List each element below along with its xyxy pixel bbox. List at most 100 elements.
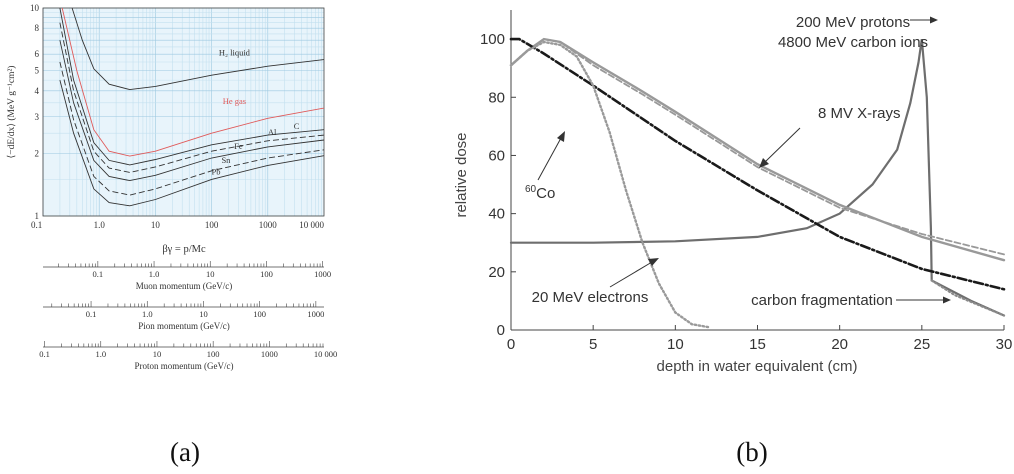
secondary-tick-label: 10 xyxy=(153,349,162,359)
secondary-tick-label: 0.1 xyxy=(39,349,50,359)
panel-a-secondary-axes: 0.1 1.0 10 100 1000 Muon momentum (GeV/c) 0.1 1… xyxy=(39,261,337,371)
y-tick-label: 4 xyxy=(35,86,40,96)
xrays-arrow xyxy=(764,127,801,163)
secondary-tick-label: 1000 xyxy=(314,269,331,279)
secondary-tick-label: 1000 xyxy=(307,309,324,319)
series-line xyxy=(61,8,324,157)
x-tick-label: 0.1 xyxy=(31,220,42,230)
panel-a-plot-background xyxy=(43,8,324,216)
protons-arrowhead xyxy=(930,16,938,24)
x-tick-label: 30 xyxy=(996,336,1013,353)
secondary-tick-label: 100 xyxy=(260,269,273,279)
curve-label: H₂ liquid xyxy=(219,48,251,58)
cobalt-symbol: Co xyxy=(536,185,555,202)
panel-a-x-ticks: 0.1 1.0 10 100 1000 10 000 xyxy=(31,220,325,230)
curve-label: Pb xyxy=(212,167,221,177)
protons-label: 200 MeV protons xyxy=(796,14,910,31)
panel-a-caption: (a) xyxy=(170,437,200,467)
x-tick-label: 15 xyxy=(749,336,766,353)
electrons-label: 20 MeV electrons xyxy=(532,289,649,306)
curve-label: He gas xyxy=(223,96,246,106)
series-line xyxy=(509,37,1006,291)
x-tick-label: 1000 xyxy=(259,220,278,230)
series-line xyxy=(930,279,1006,317)
y-tick-label: 40 xyxy=(488,206,505,223)
y-tick-label: 8 xyxy=(35,23,40,33)
panel-a-y-axis-label: ⟨−dE/dx⟩ (MeV g⁻¹cm²) xyxy=(6,66,17,159)
y-tick-label: 10 xyxy=(30,3,40,13)
series-line xyxy=(59,40,324,182)
y-tick-label: 80 xyxy=(488,89,505,106)
panel-b-chart: 0 5 10 15 20 25 30 0 20 40 60 80 100 depth in water… xyxy=(453,10,1012,375)
curve-label: Sn xyxy=(221,155,231,165)
x-tick-label: 5 xyxy=(589,336,597,353)
panel-a-plot-frame xyxy=(42,7,325,217)
carbon-ions-label: 4800 MeV carbon ions xyxy=(778,34,928,51)
panel-b-x-axis-label: depth in water equivalent (cm) xyxy=(657,358,858,375)
secondary-tick-label: 10 xyxy=(206,269,215,279)
y-tick-label: 0 xyxy=(497,322,505,339)
cobalt-label: 60Co xyxy=(525,184,555,202)
secondary-tick-label: 100 xyxy=(253,309,266,319)
x-tick-label: 10 xyxy=(151,220,161,230)
y-tick-label: 1 xyxy=(35,211,40,221)
y-tick-label: 20 xyxy=(488,264,505,281)
panel-b-x-ticks: 0 5 10 15 20 25 30 xyxy=(507,325,1013,353)
x-tick-label: 10 000 xyxy=(299,220,324,230)
secondary-axis-label: Muon momentum (GeV/c) xyxy=(136,281,232,291)
cobalt-arrowhead xyxy=(557,131,565,142)
xrays-arrowhead xyxy=(759,158,769,168)
y-tick-label: 60 xyxy=(488,147,505,164)
y-tick-label: 6 xyxy=(35,49,40,59)
y-tick-label: 3 xyxy=(35,112,40,122)
x-tick-label: 0 xyxy=(507,336,515,353)
secondary-tick-label: 10 xyxy=(199,309,208,319)
secondary-tick-label: 1.0 xyxy=(95,349,106,359)
panel-a-y-ticks: 1 2 3 4 5 6 8 10 xyxy=(30,3,40,221)
curve-label: Al xyxy=(268,127,277,137)
panel-a-chart: 0.1 1.0 10 100 1000 10 000 1 2 3 4 5 6 8 10 H₂ liqui… xyxy=(6,3,337,371)
cobalt-mass-number: 60 xyxy=(525,184,537,195)
x-tick-label: 100 xyxy=(205,220,219,230)
series-line xyxy=(59,79,324,207)
electrons-arrow xyxy=(609,261,653,288)
x-tick-label: 25 xyxy=(913,336,930,353)
x-tick-label: 1.0 xyxy=(94,220,106,230)
x-tick-label: 20 xyxy=(831,336,848,353)
series-line xyxy=(71,8,324,91)
fragmentation-label: carbon fragmentation xyxy=(751,292,893,309)
secondary-tick-label: 1.0 xyxy=(142,309,153,319)
series-line xyxy=(510,38,1005,256)
panel-b-caption: (b) xyxy=(736,437,767,467)
y-tick-label: 100 xyxy=(480,31,505,48)
secondary-tick-label: 100 xyxy=(207,349,220,359)
panel-a-grid xyxy=(42,7,324,217)
electrons-arrowhead xyxy=(648,258,659,266)
xrays-label: 8 MV X-rays xyxy=(818,105,901,122)
panel-b-y-axis-label: relative dose xyxy=(453,132,470,217)
series-line xyxy=(509,38,1006,317)
y-tick-label: 2 xyxy=(35,148,40,158)
curve-label: Fe xyxy=(234,141,243,151)
secondary-tick-label: 1.0 xyxy=(149,269,160,279)
panel-b-y-ticks: 0 20 40 60 80 100 xyxy=(480,31,516,339)
panel-a-x-axis-label: βγ = p/Mc xyxy=(162,244,206,255)
secondary-axis-label: Pion momentum (GeV/c) xyxy=(138,321,230,331)
secondary-tick-label: 10 000 xyxy=(314,349,337,359)
cobalt-arrow xyxy=(537,137,562,181)
fragmentation-arrowhead xyxy=(943,296,951,304)
curve-label: C xyxy=(294,121,300,131)
y-tick-label: 5 xyxy=(35,66,40,76)
series-line xyxy=(59,22,324,173)
secondary-tick-label: 0.1 xyxy=(93,269,104,279)
panel-b-curves xyxy=(509,37,1006,329)
x-tick-label: 10 xyxy=(667,336,684,353)
panel-a-curves xyxy=(59,8,324,207)
secondary-tick-label: 0.1 xyxy=(86,309,97,319)
secondary-axis-label: Proton momentum (GeV/c) xyxy=(135,361,234,371)
secondary-tick-label: 1000 xyxy=(261,349,278,359)
series-line xyxy=(509,40,710,329)
